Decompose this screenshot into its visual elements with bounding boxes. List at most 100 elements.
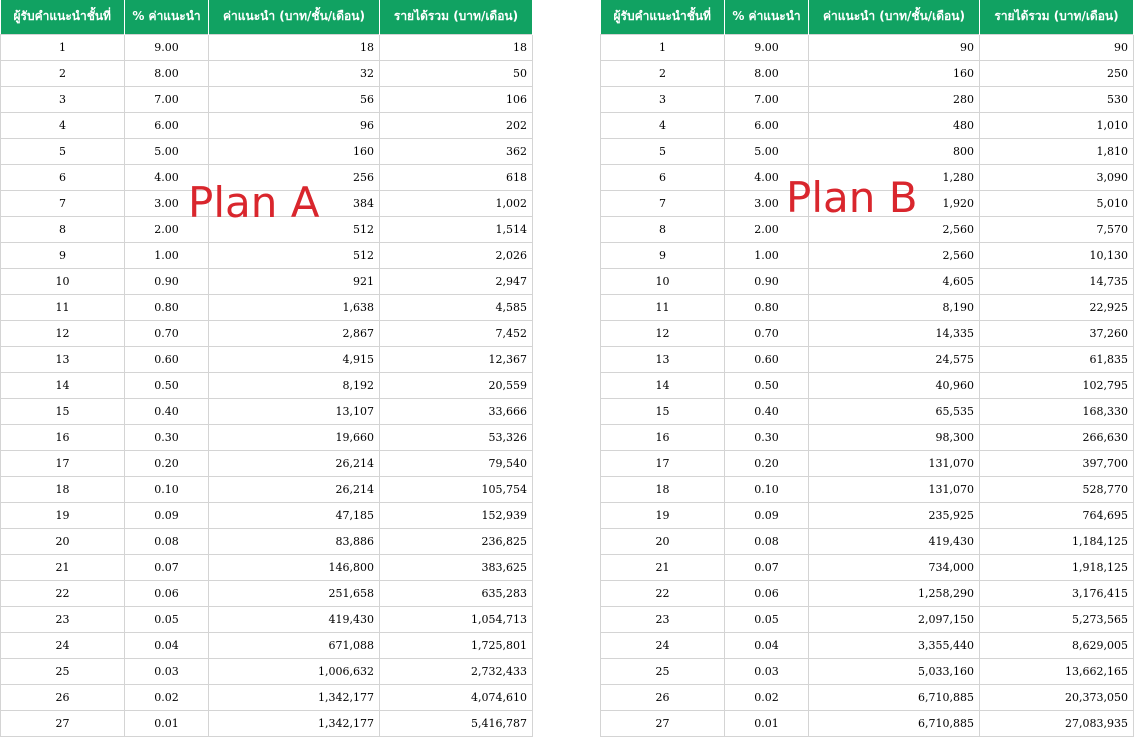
cell-total-income[interactable]: 4,074,610 [379,683,533,711]
cell-percent[interactable]: 8.00 [124,59,209,87]
cell-percent[interactable]: 3.00 [124,189,209,217]
header-percent[interactable]: % ค่าแนะนำ [124,0,209,34]
cell-percent[interactable]: 1.00 [124,241,209,269]
cell-total-income[interactable]: 250 [979,59,1134,87]
cell-percent[interactable]: 2.00 [724,215,809,243]
cell-level[interactable]: 1 [0,33,125,61]
cell-commission[interactable]: 6,710,885 [808,709,980,737]
cell-commission[interactable]: 2,097,150 [808,605,980,633]
cell-level[interactable]: 8 [0,215,125,243]
cell-total-income[interactable]: 3,176,415 [979,579,1134,607]
cell-commission[interactable]: 419,430 [208,605,380,633]
cell-total-income[interactable]: 5,273,565 [979,605,1134,633]
cell-percent[interactable]: 0.90 [724,267,809,295]
cell-level[interactable]: 2 [0,59,125,87]
cell-commission[interactable]: 24,575 [808,345,980,373]
cell-commission[interactable]: 280 [808,85,980,113]
cell-commission[interactable]: 1,258,290 [808,579,980,607]
cell-commission[interactable]: 83,886 [208,527,380,555]
cell-total-income[interactable]: 20,559 [379,371,533,399]
cell-total-income[interactable]: 12,367 [379,345,533,373]
cell-commission[interactable]: 384 [208,189,380,217]
cell-total-income[interactable]: 2,947 [379,267,533,295]
cell-commission[interactable]: 8,190 [808,293,980,321]
cell-level[interactable]: 23 [0,605,125,633]
cell-total-income[interactable]: 1,002 [379,189,533,217]
cell-total-income[interactable]: 18 [379,33,533,61]
cell-commission[interactable]: 5,033,160 [808,657,980,685]
cell-total-income[interactable]: 102,795 [979,371,1134,399]
cell-percent[interactable]: 0.40 [724,397,809,425]
cell-level[interactable]: 22 [0,579,125,607]
cell-percent[interactable]: 5.00 [124,137,209,165]
cell-percent[interactable]: 0.10 [724,475,809,503]
cell-total-income[interactable]: 236,825 [379,527,533,555]
cell-percent[interactable]: 0.90 [124,267,209,295]
cell-total-income[interactable]: 1,725,801 [379,631,533,659]
cell-total-income[interactable]: 4,585 [379,293,533,321]
cell-percent[interactable]: 0.08 [124,527,209,555]
cell-commission[interactable]: 98,300 [808,423,980,451]
cell-level[interactable]: 5 [0,137,125,165]
cell-total-income[interactable]: 618 [379,163,533,191]
cell-total-income[interactable]: 106 [379,85,533,113]
cell-total-income[interactable]: 1,514 [379,215,533,243]
cell-percent[interactable]: 6.00 [724,111,809,139]
cell-level[interactable]: 25 [600,657,725,685]
cell-level[interactable]: 4 [600,111,725,139]
cell-percent[interactable]: 0.60 [124,345,209,373]
cell-level[interactable]: 4 [0,111,125,139]
cell-commission[interactable]: 800 [808,137,980,165]
cell-level[interactable]: 19 [0,501,125,529]
cell-total-income[interactable]: 528,770 [979,475,1134,503]
cell-total-income[interactable]: 2,732,433 [379,657,533,685]
cell-level[interactable]: 6 [600,163,725,191]
cell-percent[interactable]: 0.70 [724,319,809,347]
cell-percent[interactable]: 0.03 [124,657,209,685]
cell-level[interactable]: 22 [600,579,725,607]
cell-commission[interactable]: 1,638 [208,293,380,321]
cell-level[interactable]: 26 [0,683,125,711]
cell-total-income[interactable]: 397,700 [979,449,1134,477]
cell-level[interactable]: 12 [0,319,125,347]
cell-total-income[interactable]: 14,735 [979,267,1134,295]
cell-percent[interactable]: 6.00 [124,111,209,139]
cell-commission[interactable]: 1,342,177 [208,709,380,737]
cell-percent[interactable]: 8.00 [724,59,809,87]
cell-total-income[interactable]: 1,184,125 [979,527,1134,555]
header-commission[interactable]: ค่าแนะนำ (บาท/ชั้น/เดือน) [208,0,380,34]
cell-level[interactable]: 26 [600,683,725,711]
cell-level[interactable]: 9 [600,241,725,269]
cell-percent[interactable]: 0.04 [724,631,809,659]
cell-commission[interactable]: 26,214 [208,475,380,503]
cell-commission[interactable]: 26,214 [208,449,380,477]
cell-commission[interactable]: 6,710,885 [808,683,980,711]
cell-total-income[interactable]: 79,540 [379,449,533,477]
cell-total-income[interactable]: 13,662,165 [979,657,1134,685]
cell-commission[interactable]: 734,000 [808,553,980,581]
cell-level[interactable]: 25 [0,657,125,685]
cell-total-income[interactable]: 50 [379,59,533,87]
header-level[interactable]: ผู้รับคำแนะนำชั้นที่ [600,0,725,34]
cell-level[interactable]: 13 [600,345,725,373]
cell-commission[interactable]: 32 [208,59,380,87]
cell-total-income[interactable]: 266,630 [979,423,1134,451]
cell-percent[interactable]: 0.09 [724,501,809,529]
cell-percent[interactable]: 0.02 [124,683,209,711]
cell-commission[interactable]: 8,192 [208,371,380,399]
header-total-income[interactable]: รายได้รวม (บาท/เดือน) [979,0,1134,34]
cell-percent[interactable]: 0.01 [124,709,209,737]
cell-level[interactable]: 14 [0,371,125,399]
cell-total-income[interactable]: 530 [979,85,1134,113]
cell-level[interactable]: 7 [600,189,725,217]
cell-percent[interactable]: 0.08 [724,527,809,555]
cell-commission[interactable]: 65,535 [808,397,980,425]
cell-total-income[interactable]: 1,010 [979,111,1134,139]
cell-percent[interactable]: 0.50 [124,371,209,399]
cell-total-income[interactable]: 362 [379,137,533,165]
cell-commission[interactable]: 419,430 [808,527,980,555]
cell-commission[interactable]: 160 [808,59,980,87]
cell-commission[interactable]: 251,658 [208,579,380,607]
cell-commission[interactable]: 2,560 [808,241,980,269]
cell-percent[interactable]: 0.80 [124,293,209,321]
